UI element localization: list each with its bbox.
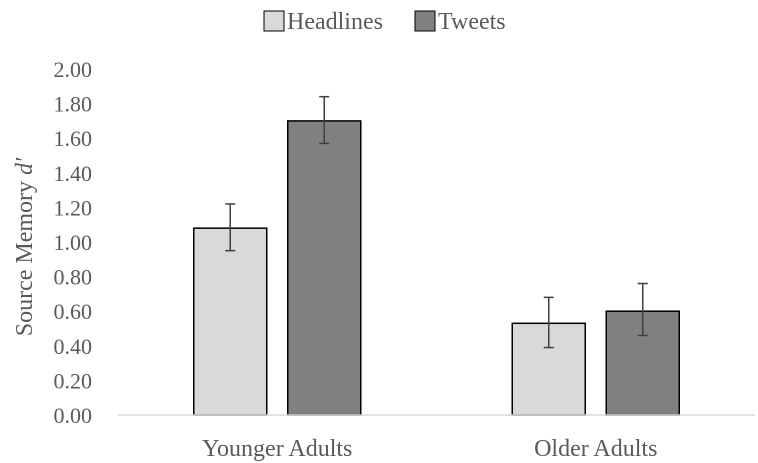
y-tick-label: 0.60 <box>54 299 93 324</box>
y-axis-title: Source Memory d′ <box>12 157 38 336</box>
y-tick-label: 0.80 <box>54 265 93 290</box>
x-axis-labels: Younger Adults Older Adults <box>202 436 657 462</box>
y-tick-label: 0.20 <box>54 368 93 393</box>
bar-headlines-0 <box>193 227 268 416</box>
error-bars <box>225 95 648 349</box>
y-tick-label: 1.20 <box>54 195 93 220</box>
y-tick-label: 0.00 <box>54 403 93 428</box>
legend-label-headlines: Headlines <box>287 9 383 35</box>
y-axis-title-italic: d′ <box>12 157 38 175</box>
legend-swatch-headlines <box>263 10 285 32</box>
y-tick-label: 0.40 <box>54 334 93 359</box>
bars <box>193 120 680 416</box>
legend: Headlines Tweets <box>263 9 506 35</box>
y-axis-ticks: 0.00 0.20 0.40 0.60 0.80 1.00 1.20 1.40 1.60 1.80… <box>54 57 93 428</box>
y-axis-title-text: Source Memory <box>12 181 38 336</box>
y-tick-label: 2.00 <box>54 57 93 82</box>
bar-tweets-0 <box>287 120 362 416</box>
x-category-label: Younger Adults <box>202 436 352 462</box>
y-tick-label: 1.40 <box>54 161 93 186</box>
y-tick-label: 1.60 <box>54 126 93 151</box>
y-tick-label: 1.80 <box>54 92 93 117</box>
legend-swatch-tweets <box>414 10 436 32</box>
legend-label-tweets: Tweets <box>438 9 506 35</box>
x-category-label: Older Adults <box>534 436 657 462</box>
y-tick-label: 1.00 <box>54 230 93 255</box>
